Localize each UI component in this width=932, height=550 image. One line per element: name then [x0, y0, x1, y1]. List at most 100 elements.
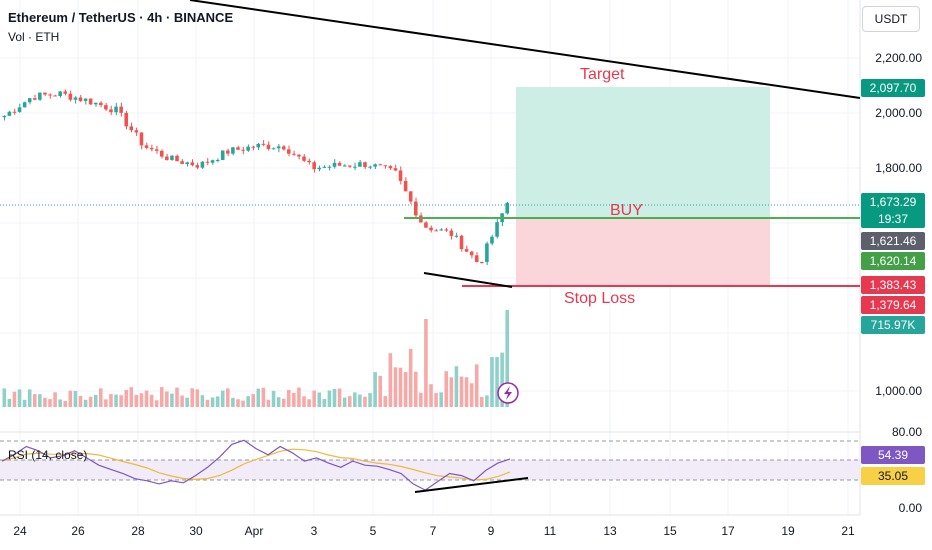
currency-button[interactable]: USDT	[862, 6, 920, 32]
volume-bar	[210, 397, 215, 407]
candle-body	[226, 150, 230, 154]
volume-bar	[419, 392, 423, 407]
volume-bar	[104, 399, 108, 407]
volume-bar	[119, 395, 123, 407]
buy-label[interactable]: BUY	[610, 202, 643, 219]
volume-bar	[154, 400, 159, 407]
volume-bar	[459, 376, 464, 407]
countdown-badge: 19:37	[861, 210, 925, 228]
volume-bar	[342, 397, 347, 407]
candle-body	[53, 95, 57, 97]
candle-body	[292, 153, 296, 155]
candle-body	[27, 98, 32, 103]
target-label[interactable]: Target	[580, 66, 625, 83]
candle-body	[413, 201, 418, 216]
volume-bar	[215, 396, 220, 407]
candle-body	[78, 97, 83, 101]
volume-bar	[170, 393, 174, 407]
volume-bar	[307, 399, 311, 407]
candlesticks	[2, 89, 509, 266]
candle-body	[231, 147, 235, 154]
volume-bar	[12, 391, 17, 407]
rsi-tick: 0.00	[898, 501, 922, 515]
volume-bar	[231, 397, 235, 407]
candle-body	[454, 235, 459, 237]
candle-body	[215, 159, 220, 161]
volume-bar	[302, 396, 306, 407]
candle-body	[7, 111, 12, 116]
candle-body	[505, 202, 509, 214]
volume-bar	[485, 395, 489, 407]
candle-body	[124, 112, 128, 127]
volume-bar	[500, 352, 504, 407]
candle-body	[104, 105, 108, 110]
volume-bar	[368, 393, 372, 407]
volume-bar	[226, 388, 230, 407]
volume-bar	[17, 389, 22, 407]
volume-bar	[246, 396, 250, 407]
volume-bar	[388, 353, 393, 407]
volume-bar	[53, 392, 57, 407]
candle-body	[464, 249, 469, 252]
loss-zone[interactable]	[516, 218, 770, 286]
stop-loss-label[interactable]: Stop Loss	[564, 290, 636, 307]
candle-body	[256, 143, 261, 148]
candle-body	[266, 144, 271, 150]
profit-zone[interactable]	[516, 87, 770, 218]
time-tick: 7	[429, 524, 437, 538]
volume-label[interactable]: Vol · ETH	[8, 30, 60, 44]
volume-bar	[322, 399, 327, 407]
volume-bar	[337, 388, 342, 407]
volume-bar	[474, 364, 479, 407]
volume-bar	[205, 399, 210, 407]
volume-bar	[220, 390, 225, 407]
candle-body	[22, 102, 27, 108]
stop-price-badge: 1,383.43	[861, 276, 925, 294]
candle-body	[449, 230, 454, 236]
candle-body	[185, 162, 189, 164]
volume-bar	[200, 395, 205, 407]
candle-body	[261, 143, 266, 145]
candle-body	[347, 165, 352, 167]
time-tick: 17	[721, 524, 735, 538]
candle-body	[170, 155, 174, 160]
rsi-label[interactable]: RSI (14, close)	[8, 448, 88, 462]
time-tick: 30	[189, 524, 203, 538]
candle-body	[2, 115, 7, 118]
volume-bar	[292, 392, 296, 407]
downtrend-line[interactable]	[189, 0, 861, 99]
time-tick: 11	[543, 524, 557, 538]
volume-bar	[27, 389, 32, 407]
volume-bar	[490, 357, 494, 407]
candle-body	[32, 98, 37, 100]
candle-body	[58, 91, 62, 97]
candle-body	[378, 164, 382, 166]
volume-bar	[2, 388, 7, 407]
time-tick: 3	[310, 524, 318, 538]
candle-body	[312, 162, 316, 170]
rsi-divergence-line[interactable]	[414, 477, 529, 493]
candle-body	[38, 92, 42, 100]
candle-body	[281, 146, 286, 150]
candle-body	[159, 150, 164, 157]
volume-badge: 715.97K	[861, 316, 925, 334]
volume-bar	[444, 371, 449, 407]
volume-bar	[7, 398, 12, 407]
candle-body	[469, 251, 474, 256]
volume-bar	[48, 399, 52, 407]
candle-body	[175, 155, 179, 162]
symbol-title[interactable]: Ethereum / TetherUS · 4h · BINANCE	[8, 10, 234, 25]
volume-bar	[88, 396, 93, 407]
candle-body	[424, 222, 428, 228]
volume-bar	[358, 394, 362, 407]
candle-body	[88, 98, 93, 105]
volume-bar	[68, 390, 73, 407]
price-divergence-line[interactable]	[423, 272, 513, 288]
candle-body	[322, 166, 327, 168]
lightning-icon[interactable]	[497, 382, 519, 404]
candle-body	[144, 145, 149, 148]
volume-bar	[271, 390, 276, 407]
candle-body	[393, 168, 398, 171]
target-price-badge: 2,097.70	[861, 79, 925, 97]
